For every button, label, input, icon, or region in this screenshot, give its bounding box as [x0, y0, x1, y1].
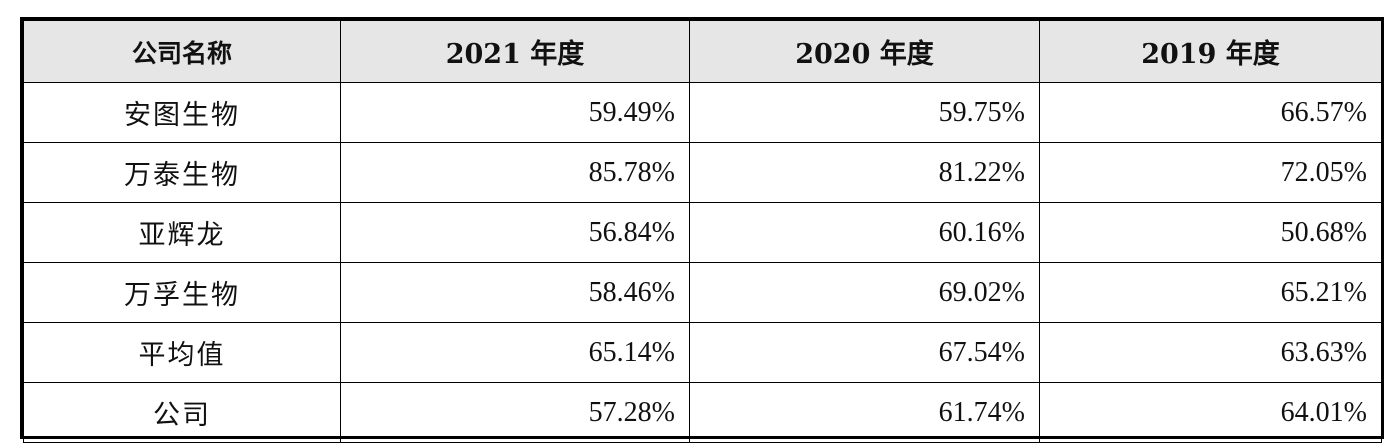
header-2020: 2020 年度	[689, 20, 1040, 83]
header-2019: 2019 年度	[1039, 20, 1382, 83]
value-2019-cell: 66.57%	[1039, 82, 1382, 143]
value-2020-cell: 69.02%	[689, 262, 1040, 323]
value-2019-cell: 65.21%	[1039, 262, 1382, 323]
value-2021-cell: 56.84%	[340, 202, 690, 263]
average-label-cell: 平均值	[23, 322, 341, 383]
table-row: 万泰生物 85.78% 81.22% 72.05%	[23, 142, 1382, 203]
table-row: 亚辉龙 56.84% 60.16% 50.68%	[23, 202, 1382, 263]
company-name-cell: 万孚生物	[23, 262, 341, 323]
header-row: 公司名称 2021 年度 2020 年度 2019 年度	[23, 20, 1382, 83]
company-label-cell: 公司	[23, 382, 341, 443]
value-2021-cell: 65.14%	[340, 322, 690, 383]
header-company-name: 公司名称	[23, 20, 341, 83]
company-name-cell: 亚辉龙	[23, 202, 341, 263]
value-2020-cell: 61.74%	[689, 382, 1040, 443]
value-2020-cell: 81.22%	[689, 142, 1040, 203]
value-2019-cell: 50.68%	[1039, 202, 1382, 263]
value-2021-cell: 58.46%	[340, 262, 690, 323]
comparison-table: 公司名称 2021 年度 2020 年度 2019 年度 安图生物 59.49%…	[23, 20, 1382, 443]
header-2021: 2021 年度	[340, 20, 690, 83]
value-2020-cell: 67.54%	[689, 322, 1040, 383]
gross-margin-table: 公司名称 2021 年度 2020 年度 2019 年度 安图生物 59.49%…	[20, 17, 1384, 443]
value-2020-cell: 59.75%	[689, 82, 1040, 143]
company-name-cell: 万泰生物	[23, 142, 341, 203]
value-2019-cell: 72.05%	[1039, 142, 1382, 203]
table-header: 公司名称 2021 年度 2020 年度 2019 年度	[23, 20, 1382, 83]
table-body: 安图生物 59.49% 59.75% 66.57% 万泰生物 85.78% 81…	[23, 82, 1382, 443]
value-2021-cell: 57.28%	[340, 382, 690, 443]
table-row: 公司 57.28% 61.74% 64.01%	[23, 382, 1382, 443]
table-row: 万孚生物 58.46% 69.02% 65.21%	[23, 262, 1382, 323]
value-2021-cell: 85.78%	[340, 142, 690, 203]
value-2020-cell: 60.16%	[689, 202, 1040, 263]
company-name-cell: 安图生物	[23, 82, 341, 143]
table-row: 平均值 65.14% 67.54% 63.63%	[23, 322, 1382, 383]
value-2019-cell: 63.63%	[1039, 322, 1382, 383]
table-row: 安图生物 59.49% 59.75% 66.57%	[23, 82, 1382, 143]
value-2021-cell: 59.49%	[340, 82, 690, 143]
value-2019-cell: 64.01%	[1039, 382, 1382, 443]
